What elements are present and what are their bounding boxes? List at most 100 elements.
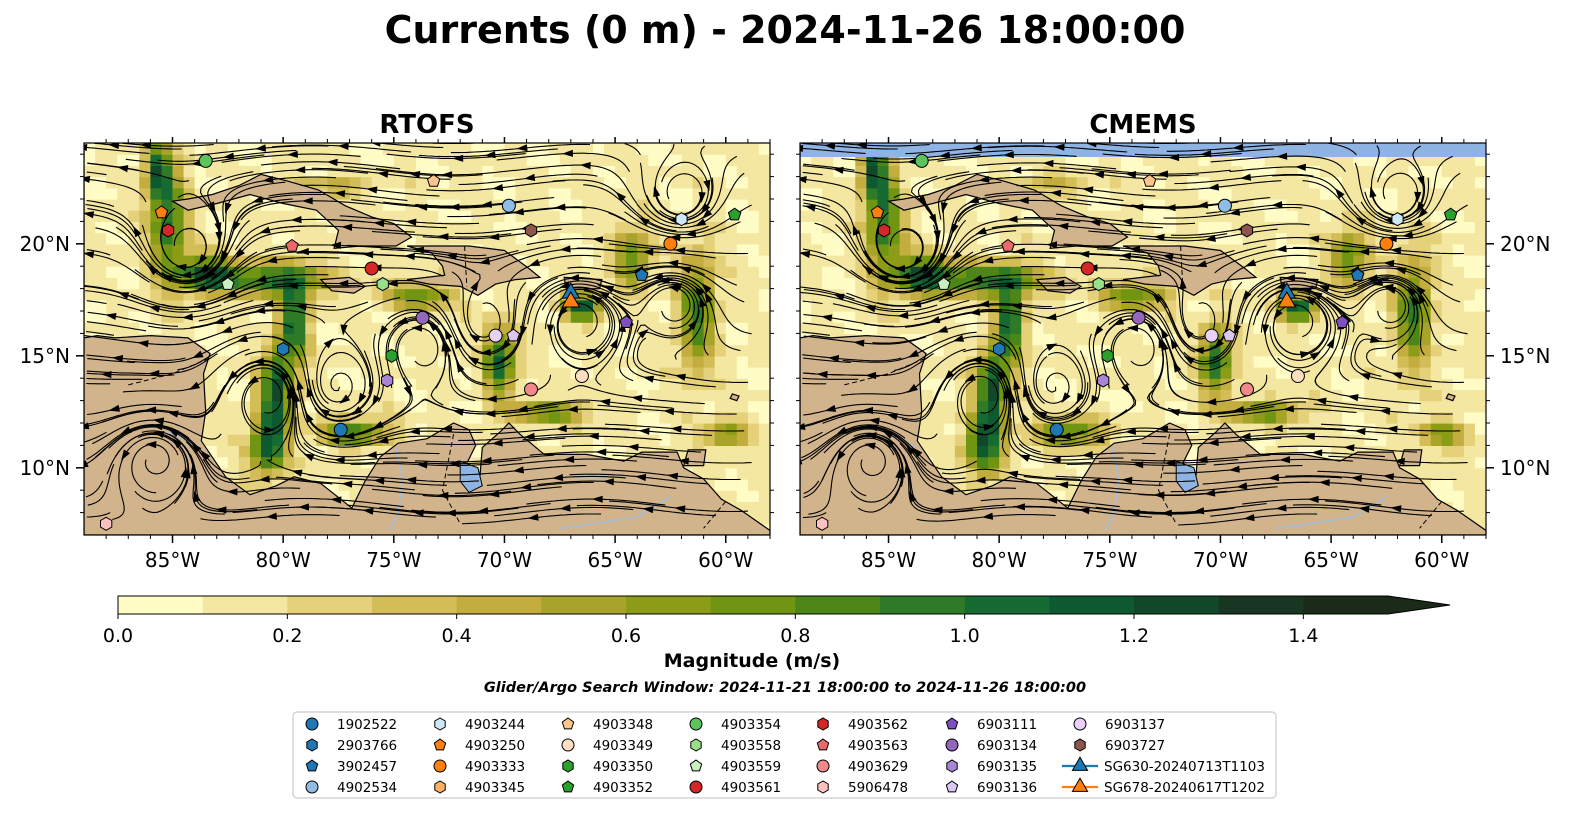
speed-cell xyxy=(703,333,716,346)
speed-cell xyxy=(725,165,738,178)
speed-cell xyxy=(548,333,561,346)
speed-cell xyxy=(1198,165,1210,178)
speed-cell xyxy=(1065,311,1078,323)
speed-cell xyxy=(581,154,594,166)
speed-cell xyxy=(692,277,705,290)
speed-cell xyxy=(1342,445,1354,458)
speed-cell xyxy=(1397,434,1410,446)
speed-cell xyxy=(1231,199,1244,211)
speed-cell xyxy=(966,154,978,166)
speed-cell xyxy=(725,467,738,480)
speed-cell xyxy=(1452,187,1465,200)
streamline-arrow xyxy=(674,373,686,381)
speed-cell xyxy=(1242,154,1255,166)
speed-cell xyxy=(910,288,923,301)
speed-cell xyxy=(1364,445,1376,458)
speed-cell xyxy=(1441,221,1454,234)
speed-cell xyxy=(559,311,572,323)
streamline-arrow xyxy=(492,184,504,192)
speed-cell xyxy=(800,199,812,211)
speed-cell xyxy=(1043,154,1056,166)
speed-cell xyxy=(316,378,329,390)
speed-cell xyxy=(1452,389,1465,402)
speed-cell xyxy=(250,367,262,379)
speed-cell xyxy=(1143,378,1155,390)
lon-tick-label: 60°W xyxy=(698,548,753,572)
speed-cell xyxy=(910,176,923,189)
speed-cell xyxy=(910,322,923,334)
speed-cell xyxy=(1320,355,1332,368)
streamline-arrow xyxy=(287,150,298,158)
speed-cell xyxy=(833,232,845,245)
speed-cell xyxy=(1408,389,1421,402)
speed-cell xyxy=(1198,367,1210,379)
speed-cell xyxy=(910,210,923,222)
speed-cell xyxy=(1275,333,1288,346)
speed-cell xyxy=(1463,490,1476,502)
speed-cell xyxy=(681,311,694,323)
speed-cell xyxy=(482,411,494,424)
speed-cell xyxy=(471,378,483,390)
speed-cell xyxy=(1419,311,1432,323)
streamline xyxy=(87,358,135,364)
speed-cell xyxy=(1076,355,1089,368)
speed-cell xyxy=(272,143,284,155)
speed-cell xyxy=(604,232,616,245)
speed-cell xyxy=(382,389,395,402)
speed-cell xyxy=(106,322,118,334)
speed-cell xyxy=(338,311,351,323)
speed-cell xyxy=(977,423,989,435)
speed-cell xyxy=(1331,389,1343,402)
speed-cell xyxy=(943,389,956,402)
speed-cell xyxy=(327,344,340,357)
speed-cell xyxy=(316,288,329,301)
speed-cell xyxy=(1275,311,1288,323)
speed-cell xyxy=(1275,344,1288,357)
speed-cell xyxy=(471,445,483,458)
speed-cell xyxy=(1120,411,1133,424)
speed-cell xyxy=(128,255,140,267)
speed-cell xyxy=(84,277,96,290)
speed-cell xyxy=(1076,255,1089,267)
speed-cell xyxy=(604,333,616,346)
speed-cell xyxy=(183,221,196,234)
speed-cell xyxy=(427,210,439,222)
speed-cell xyxy=(703,165,716,178)
speed-cell xyxy=(360,355,373,368)
speed-cell xyxy=(371,154,384,166)
streamline-arrow xyxy=(365,451,377,459)
speed-cell xyxy=(1419,355,1432,368)
speed-cell xyxy=(393,288,406,301)
speed-cell xyxy=(977,333,989,346)
speed-cell xyxy=(736,143,749,155)
speed-cell xyxy=(1231,423,1244,435)
speed-cell xyxy=(932,367,945,379)
streamline-arrow xyxy=(470,280,479,292)
speed-cell xyxy=(194,221,207,234)
speed-cell xyxy=(1353,333,1365,346)
speed-cell xyxy=(626,266,638,278)
speed-cell xyxy=(1463,311,1476,323)
speed-cell xyxy=(670,344,683,357)
speed-cell xyxy=(250,423,262,435)
speed-cell xyxy=(1419,411,1432,424)
speed-cell xyxy=(1430,490,1443,502)
speed-cell xyxy=(570,187,583,200)
speed-cell xyxy=(1264,176,1277,189)
speed-cell xyxy=(1198,299,1210,312)
speed-cell xyxy=(1364,243,1376,256)
speed-cell xyxy=(822,232,834,245)
speed-cell xyxy=(593,322,605,334)
speed-cell xyxy=(272,221,284,234)
speed-cell xyxy=(758,400,770,413)
speed-cell xyxy=(106,154,118,166)
speed-cell xyxy=(866,232,879,245)
speed-cell xyxy=(581,400,594,413)
speed-cell xyxy=(747,288,760,301)
speed-cell xyxy=(139,154,151,166)
speed-cell xyxy=(855,165,867,178)
speed-cell xyxy=(1297,333,1310,346)
speed-cell xyxy=(637,243,649,256)
streamline-arrow xyxy=(298,248,309,256)
streamline-arrow xyxy=(448,203,460,211)
